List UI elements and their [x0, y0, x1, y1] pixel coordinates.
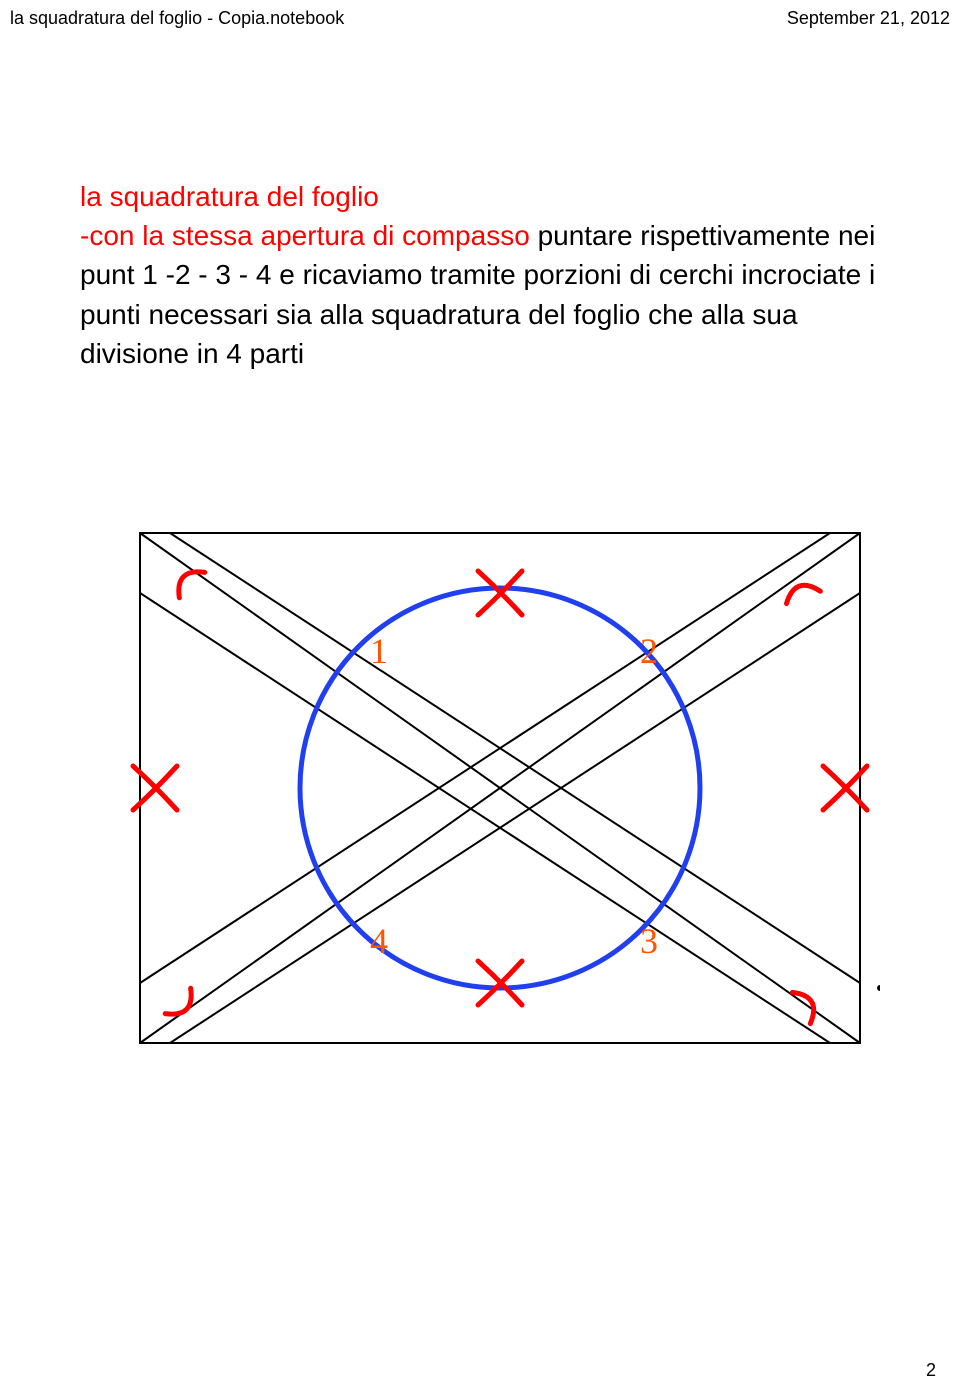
svg-text:2: 2: [640, 631, 658, 671]
instruction-red: -con la stessa apertura di compasso: [80, 220, 538, 251]
page-header: la squadratura del foglio - Copia.notebo…: [0, 0, 960, 37]
header-left: la squadratura del foglio - Copia.notebo…: [10, 8, 344, 29]
geometry-diagram: 1 2 4 3: [80, 513, 880, 1073]
content-area: la squadratura del foglio -con la stessa…: [0, 37, 960, 1073]
title-line: la squadratura del foglio: [80, 177, 880, 216]
diagram-container: 1 2 4 3: [80, 513, 880, 1073]
svg-text:4: 4: [370, 921, 388, 961]
instruction-text: la squadratura del foglio -con la stessa…: [80, 177, 880, 373]
header-right: September 21, 2012: [787, 8, 950, 29]
page-number: 2: [926, 1360, 936, 1381]
svg-text:3: 3: [640, 921, 658, 961]
svg-text:1: 1: [370, 631, 388, 671]
